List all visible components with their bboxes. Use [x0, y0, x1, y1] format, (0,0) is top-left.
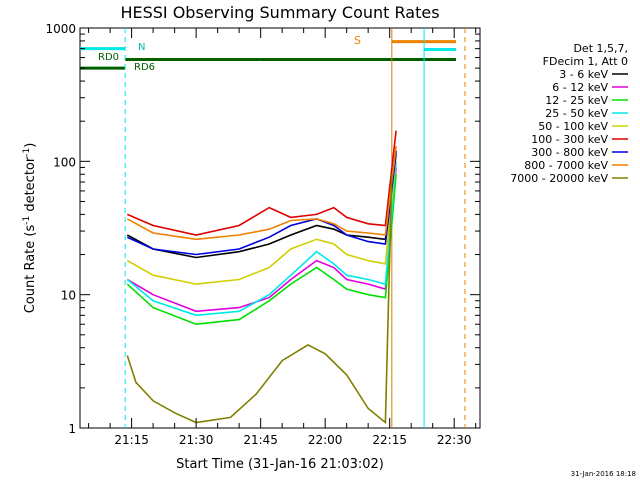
- legend-label: 300 - 800 keV: [531, 146, 608, 159]
- x-axis-label: Start Time (31-Jan-16 21:03:02): [176, 457, 384, 472]
- vertical-markers: [124, 28, 466, 428]
- legend-label: 6 - 12 keV: [552, 81, 608, 94]
- legend-label: 7000 - 20000 keV: [510, 172, 608, 185]
- y-axis-label: Count Rate (s-1 detector-1): [22, 143, 38, 314]
- series-line-1: [126, 167, 397, 313]
- x-tick-label: 21:30: [179, 433, 214, 447]
- x-tick-label: 21:45: [243, 433, 278, 447]
- night-label: N: [138, 42, 145, 53]
- y-tick-label: 1000: [45, 22, 76, 36]
- x-tick-label: 22:30: [437, 433, 472, 447]
- legend-label: 25 - 50 keV: [545, 107, 608, 120]
- saa-label: S: [354, 34, 361, 47]
- legend-label: 12 - 25 keV: [545, 94, 608, 107]
- rd0-label: RD0: [98, 52, 119, 63]
- timestamp: 31-Jan-2016 18:18: [571, 470, 636, 478]
- series-line-6: [126, 153, 397, 256]
- series-line-8: [126, 174, 393, 425]
- series-group: [126, 130, 397, 425]
- x-tick-label: 22:00: [308, 433, 343, 447]
- legend-label: 50 - 100 keV: [538, 120, 608, 133]
- legend-label: 800 - 7000 keV: [524, 159, 608, 172]
- y-tick-label: 1: [68, 422, 76, 436]
- legend-label: 100 - 300 keV: [531, 133, 608, 146]
- series-line-7: [126, 146, 397, 241]
- rd6-label: RD6: [134, 62, 155, 73]
- y-tick-label: 10: [61, 289, 76, 303]
- legend-label: 3 - 6 keV: [559, 68, 608, 81]
- series-line-2: [126, 174, 397, 326]
- x-tick-label: 22:15: [372, 433, 407, 447]
- plot-frame: [79, 27, 481, 429]
- series-line-4: [126, 155, 397, 285]
- axes: 1000 100 10 1 21:15 21:30 21:45 22:00 22:15 22:30: [45, 22, 480, 447]
- legend-header: FDecim 1, Att 0: [543, 55, 628, 68]
- legend-header: Det 1,5,7,: [573, 42, 628, 55]
- series-line-0: [126, 150, 397, 259]
- series-line-3: [126, 161, 397, 317]
- series-line-5: [126, 130, 397, 236]
- chart-title: HESSI Observing Summary Count Rates: [120, 3, 439, 22]
- x-tick-label: 21:15: [114, 433, 149, 447]
- y-tick-label: 100: [53, 155, 76, 169]
